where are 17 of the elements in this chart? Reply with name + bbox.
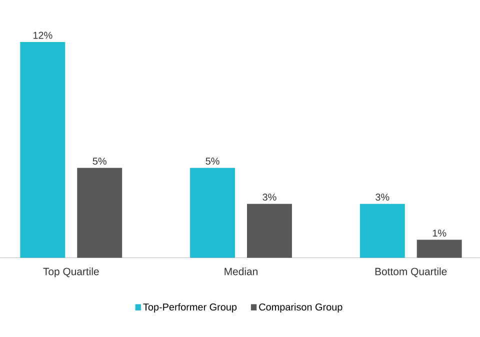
data-label: 1% — [432, 230, 446, 237]
data-label: 5% — [206, 158, 220, 165]
bar — [416, 240, 462, 258]
bar — [20, 42, 66, 258]
x-tick-label: Median — [224, 268, 258, 276]
bar — [246, 204, 292, 258]
x-tick-label: Top Quartile — [43, 268, 99, 278]
bar — [190, 168, 236, 258]
legend-label: Comparison Group — [259, 303, 342, 313]
data-label: 12% — [33, 32, 52, 39]
legend-label: Top-Performer Group — [143, 303, 237, 313]
data-label: 5% — [92, 158, 106, 165]
bar — [77, 168, 122, 258]
bar — [360, 204, 405, 258]
data-label: 3% — [262, 194, 276, 201]
x-tick-label: Bottom Quartile — [375, 268, 447, 278]
data-label: 3% — [376, 194, 390, 201]
